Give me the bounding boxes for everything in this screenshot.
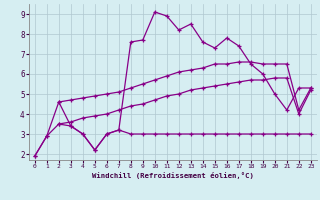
X-axis label: Windchill (Refroidissement éolien,°C): Windchill (Refroidissement éolien,°C) bbox=[92, 172, 254, 179]
